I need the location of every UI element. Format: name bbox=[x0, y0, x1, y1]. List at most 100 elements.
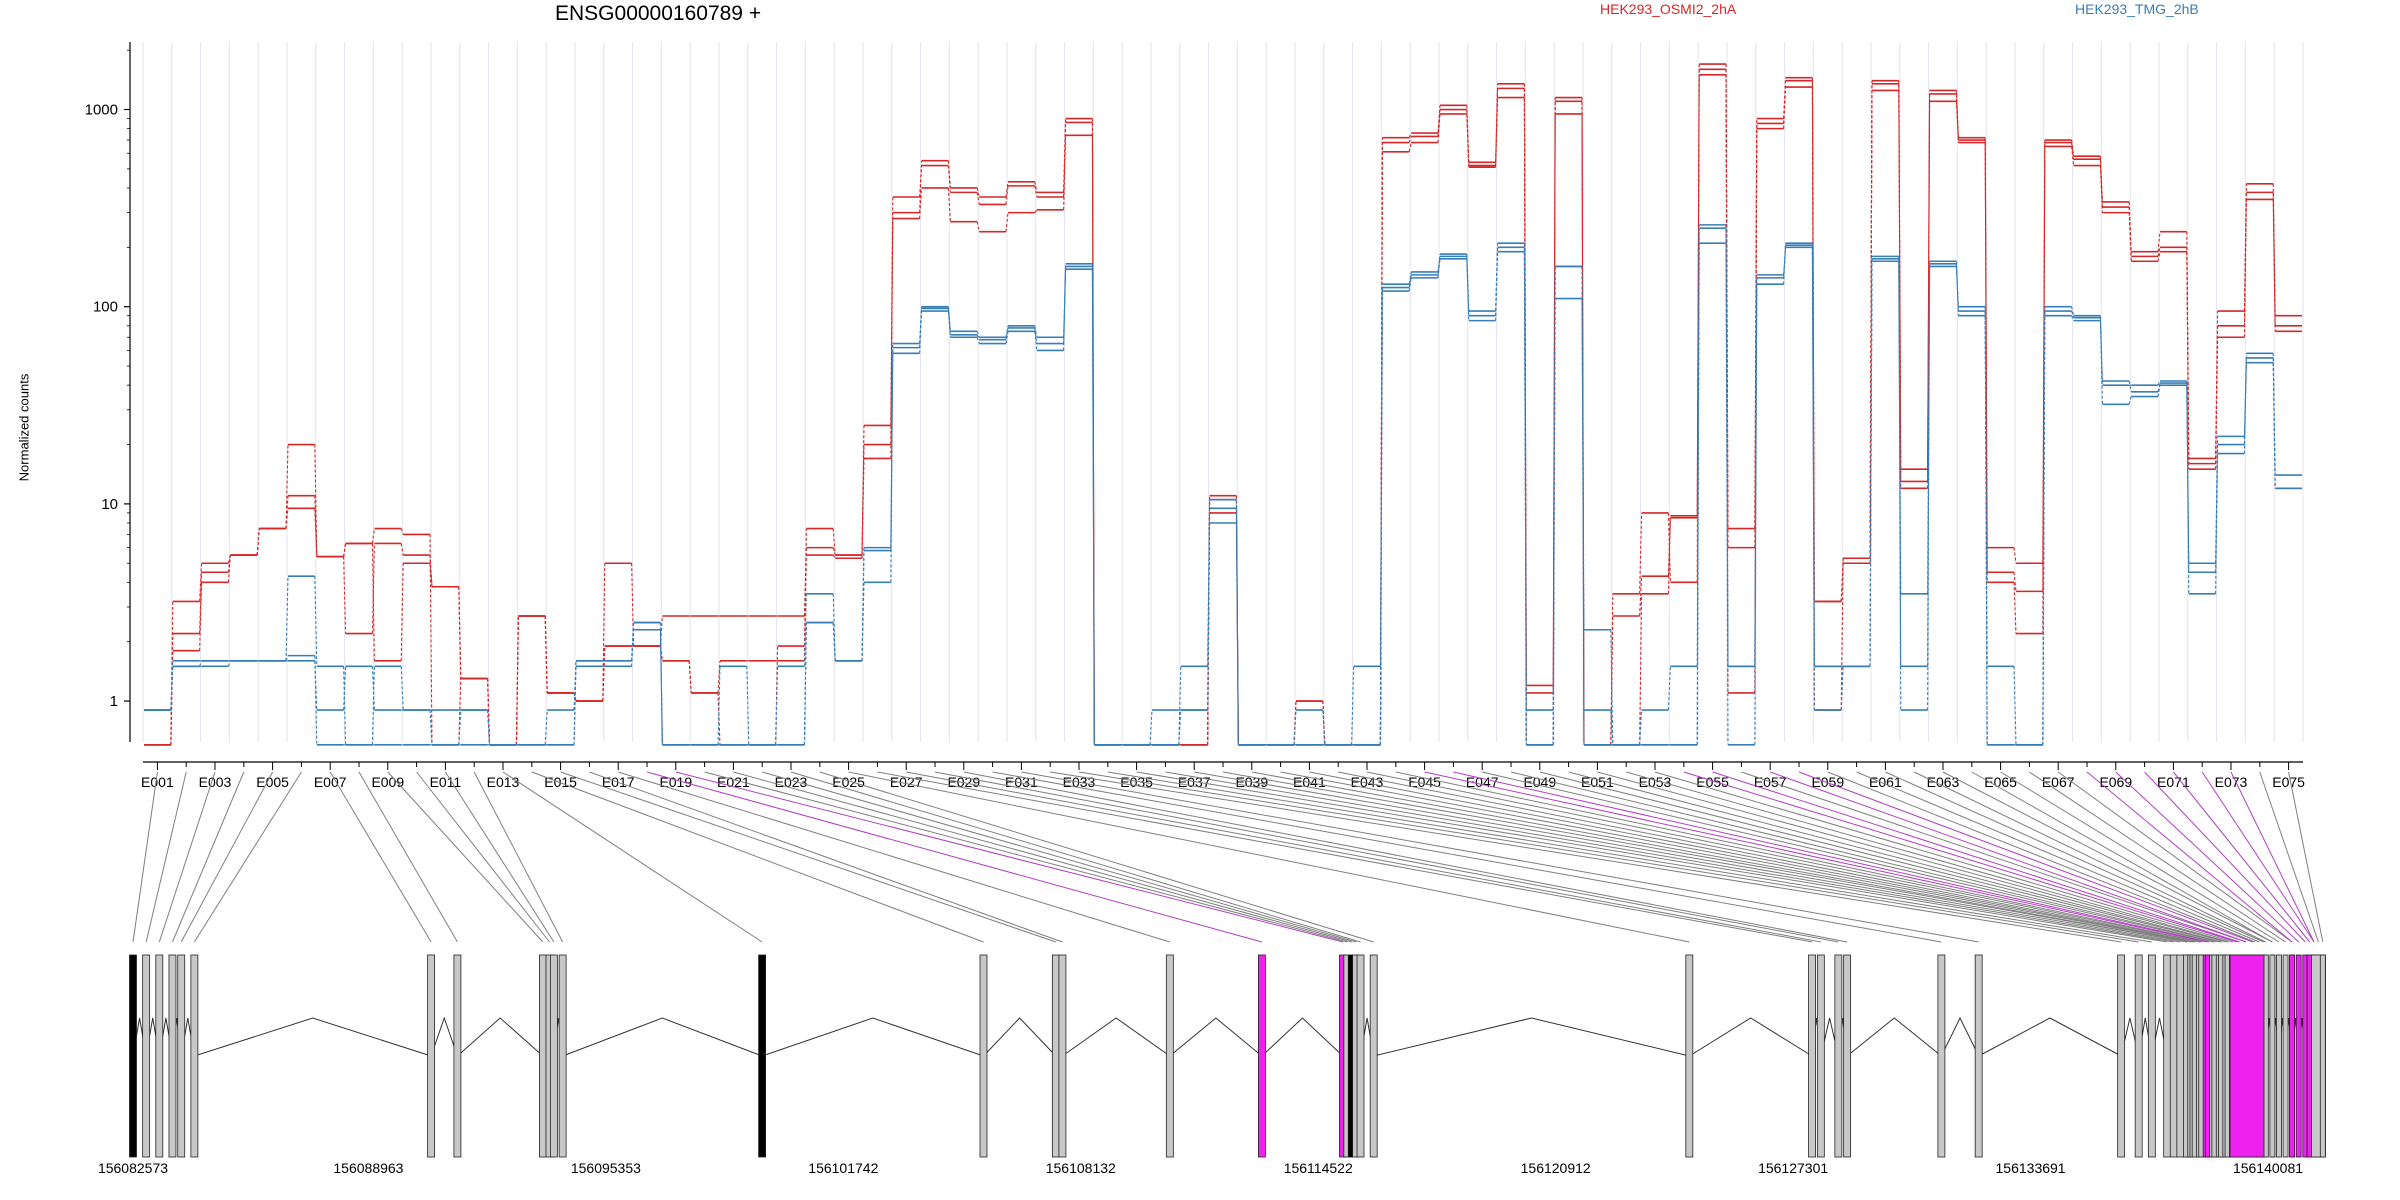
exon-connector bbox=[704, 771, 1348, 943]
exon-connector bbox=[1395, 771, 2203, 943]
exon-connector bbox=[1222, 771, 2187, 943]
exon-block bbox=[2169, 954, 2178, 1158]
series-connector bbox=[2128, 201, 2132, 252]
series-connector bbox=[1408, 274, 1412, 288]
exon-connector bbox=[1424, 771, 2207, 943]
exon-block bbox=[2147, 954, 2156, 1158]
series-connector bbox=[1955, 90, 1959, 138]
genomic-tick-label: 156082573 bbox=[98, 1160, 168, 1176]
series-connector bbox=[1293, 710, 1297, 745]
exon-connector bbox=[1827, 771, 2256, 943]
y-tick-label: 1000 bbox=[85, 102, 118, 119]
series-connector bbox=[861, 582, 865, 661]
exon-connector bbox=[2288, 771, 2324, 943]
exon-connector bbox=[819, 771, 1374, 943]
series-connector bbox=[861, 444, 865, 556]
exon-connector bbox=[1366, 771, 2201, 943]
exon-block bbox=[558, 954, 567, 1158]
series-connector bbox=[515, 615, 519, 745]
exon-label: E045 bbox=[1408, 774, 1441, 790]
series-connector bbox=[1034, 331, 1038, 351]
exon-connector bbox=[1482, 771, 2214, 943]
series-connector bbox=[1379, 291, 1383, 745]
intron-line bbox=[1373, 1017, 1690, 1057]
series-connector bbox=[1005, 325, 1009, 338]
exon-connector bbox=[618, 771, 1170, 943]
series-connector bbox=[1466, 105, 1470, 166]
series-connector bbox=[1005, 327, 1009, 340]
exon-connector bbox=[2057, 771, 2293, 943]
series-connector bbox=[659, 629, 663, 745]
exon-label: E055 bbox=[1696, 774, 1729, 790]
intron-line bbox=[562, 1017, 763, 1057]
exon-connector bbox=[1971, 771, 2273, 943]
series-connector bbox=[775, 666, 779, 745]
exon-label: E061 bbox=[1869, 774, 1902, 790]
exon-connector bbox=[171, 771, 245, 943]
exon-connector bbox=[1626, 771, 2229, 943]
series-connector bbox=[976, 221, 980, 232]
exon-connector bbox=[1510, 771, 2216, 943]
intron-line bbox=[983, 1017, 1057, 1057]
exon-label: E005 bbox=[256, 774, 289, 790]
genomic-tick-label: 156133691 bbox=[1996, 1160, 2066, 1176]
exon-block bbox=[2282, 954, 2289, 1158]
exon-connector bbox=[145, 771, 187, 943]
genomic-tick-label: 156120912 bbox=[1521, 1160, 1591, 1176]
series-connector bbox=[170, 660, 174, 711]
series-connector bbox=[400, 543, 404, 556]
exon-block bbox=[2289, 954, 2296, 1158]
genomic-tick-label: 156127301 bbox=[1758, 1160, 1828, 1176]
series-connector bbox=[1495, 247, 1499, 312]
series-connector bbox=[1466, 256, 1470, 321]
series-connector bbox=[2128, 380, 2132, 392]
exon-connector bbox=[963, 771, 1848, 943]
exon-label: E049 bbox=[1523, 774, 1556, 790]
exon-label: E011 bbox=[430, 774, 462, 790]
intron-line bbox=[194, 1017, 432, 1057]
exon-connector bbox=[1338, 771, 2196, 943]
exon-connector bbox=[762, 771, 1357, 943]
series-connector bbox=[1207, 508, 1211, 711]
exon-label: E075 bbox=[2272, 774, 2305, 790]
series-connector bbox=[602, 563, 606, 702]
exon-block bbox=[177, 954, 186, 1158]
exon-connector bbox=[790, 771, 1361, 943]
series-connector bbox=[1783, 245, 1787, 278]
exon-connector bbox=[358, 771, 458, 943]
intron-line bbox=[457, 1017, 544, 1057]
exon-block bbox=[758, 954, 767, 1158]
series-connector bbox=[285, 444, 289, 529]
series-connector bbox=[2157, 385, 2161, 397]
series-connector bbox=[976, 192, 980, 205]
exon-connector bbox=[1798, 771, 2253, 943]
exon-connector bbox=[1194, 771, 2181, 943]
series-connector bbox=[1667, 666, 1671, 711]
exon-block bbox=[2295, 954, 2302, 1158]
exon-connector bbox=[473, 771, 564, 943]
exon-block bbox=[1369, 954, 1378, 1158]
exon-connector bbox=[1654, 771, 2234, 943]
series-connector bbox=[1725, 224, 1729, 667]
exon-connector bbox=[1251, 771, 2187, 943]
series-lines bbox=[144, 63, 2302, 746]
exon-block bbox=[2176, 954, 2185, 1158]
exon-connector bbox=[1913, 771, 2267, 943]
series-connector bbox=[227, 555, 231, 573]
legend-entry-osmi: HEK293_OSMI2_2hA bbox=[1600, 1, 1737, 17]
series-connector bbox=[1379, 287, 1383, 667]
series-connector bbox=[429, 710, 433, 745]
exon-block bbox=[1165, 954, 1174, 1158]
exon-connector bbox=[1568, 771, 2223, 943]
intron-line bbox=[1689, 1017, 1813, 1057]
series-connector bbox=[1034, 185, 1038, 198]
exon-connector bbox=[2201, 771, 2315, 943]
genomic-axis: 156082573 156088963 156095353 156101742 1561… bbox=[98, 1160, 2303, 1176]
series-connector bbox=[285, 576, 289, 661]
series-connector bbox=[1495, 83, 1499, 166]
series-connector bbox=[1495, 97, 1499, 168]
series-connector bbox=[2128, 212, 2132, 262]
intron-line bbox=[1062, 1017, 1171, 1057]
genomic-tick-label: 156108132 bbox=[1046, 1160, 1116, 1176]
